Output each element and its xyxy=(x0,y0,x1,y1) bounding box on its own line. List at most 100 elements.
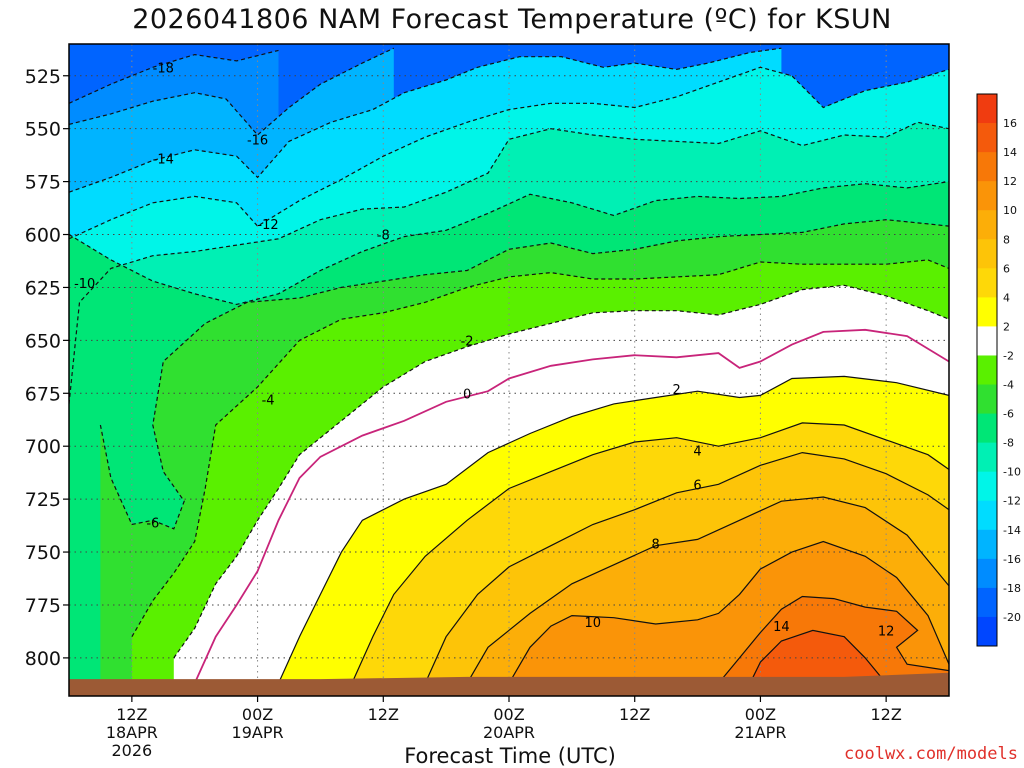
colorbar-swatch xyxy=(977,355,997,385)
colorbar-label: 4 xyxy=(1003,291,1010,304)
isotherm-2 xyxy=(277,375,949,684)
y-tick-label: 600 xyxy=(25,225,61,247)
isotherm-label--10: -10 xyxy=(74,277,95,292)
colorbar-swatch xyxy=(977,500,997,531)
x-tick-label: 00Z xyxy=(242,705,273,724)
colorbar-label: -18 xyxy=(1003,582,1021,595)
ground-layer xyxy=(69,672,949,696)
x-tick-label: 00Z xyxy=(493,705,524,724)
grid-layer xyxy=(69,44,949,696)
colorbar-swatch xyxy=(977,558,997,589)
isotherm-label--12: -12 xyxy=(257,218,278,233)
temperature-fill-layer xyxy=(69,44,949,696)
colorbar-label: 10 xyxy=(1003,204,1017,217)
y-tick-label: 775 xyxy=(25,595,61,617)
colorbar-label: -8 xyxy=(1003,437,1014,450)
colorbar-label: 2 xyxy=(1003,320,1010,333)
colorbar-label: -14 xyxy=(1003,524,1021,537)
isotherm-10 xyxy=(508,540,949,684)
colorbar-swatch xyxy=(977,616,997,647)
colorbar-label: 6 xyxy=(1003,262,1010,275)
isotherm-layer xyxy=(69,47,949,684)
colorbar-swatch xyxy=(977,413,997,444)
isotherm--16 xyxy=(69,47,395,136)
isotherm-label--14: -14 xyxy=(153,152,174,167)
isotherm-label--8: -8 xyxy=(377,229,390,244)
colorbar-swatch xyxy=(977,123,997,153)
colorbar-label: -12 xyxy=(1003,495,1021,508)
isotherm--8 xyxy=(69,181,949,306)
colorbar-swatch xyxy=(977,210,997,240)
y-tick-label: 525 xyxy=(25,66,61,88)
colorbar-swatch xyxy=(977,471,997,502)
colorbar-swatch xyxy=(977,384,997,414)
isotherm-label-0: 0 xyxy=(463,387,471,402)
isotherm-label-14: 14 xyxy=(773,620,790,635)
x-tick-label: 12Z xyxy=(619,705,650,724)
colorbar-swatch xyxy=(977,268,997,298)
y-tick-label: 550 xyxy=(25,119,61,141)
isotherm-label-12: 12 xyxy=(878,624,895,639)
isotherm--6 xyxy=(99,219,949,530)
colorbar-swatch xyxy=(977,326,997,356)
x-tick-label: 00Z xyxy=(745,705,776,724)
isotherm-4 xyxy=(351,422,949,684)
x-tick-label: 18APR xyxy=(106,723,158,742)
isotherm-14 xyxy=(749,629,887,684)
colorbar: 16 14 12 10 8 6 4 2 -2 -4 -6 -8 -10 -12 -14 -16 -18 -20 xyxy=(976,93,1021,647)
y-tick-label: 675 xyxy=(25,383,61,405)
colorbar-label: 8 xyxy=(1003,233,1010,246)
x-tick-label: 12Z xyxy=(368,705,399,724)
ground-surface xyxy=(69,672,949,696)
colorbar-swatch xyxy=(977,529,997,560)
x-tick-label: 20APR xyxy=(483,723,535,742)
y-tick-label: 575 xyxy=(25,172,61,194)
isotherm-6 xyxy=(424,451,949,684)
colorbar-label: -16 xyxy=(1003,553,1021,566)
isotherm-label-layer: -18 -16 -14 -12 -10 -8 -6 -4 -2 0 2 4 6 8 10 12 14 xyxy=(74,61,894,639)
colorbar-swatch xyxy=(977,152,997,182)
colorbar-swatch xyxy=(977,587,997,618)
colorbar-swatch xyxy=(977,297,997,327)
isotherm--10 xyxy=(69,121,949,404)
isotherm--12 xyxy=(69,66,949,240)
colorbar-label: 12 xyxy=(1003,175,1017,188)
isotherm--18 xyxy=(69,49,279,104)
colorbar-label: -6 xyxy=(1003,408,1014,421)
y-tick-label: 625 xyxy=(25,277,61,299)
isotherm-label-6: 6 xyxy=(693,478,701,493)
colorbar-swatch xyxy=(977,239,997,269)
isotherm-label--6: -6 xyxy=(146,516,159,531)
isotherm--4 xyxy=(131,259,949,638)
isotherm-label-8: 8 xyxy=(652,538,660,553)
isotherm-label--2: -2 xyxy=(461,334,474,349)
isotherm--2 xyxy=(173,284,949,659)
colorbar-label: -2 xyxy=(1003,349,1014,362)
x-tick-label: 19APR xyxy=(232,723,284,742)
isotherm-label-10: 10 xyxy=(585,616,602,631)
x-axis-label: Forecast Time (UTC) xyxy=(404,744,616,768)
isotherm-0 xyxy=(193,328,949,684)
x-tick-label: 12Z xyxy=(116,705,147,724)
isotherm--14 xyxy=(69,47,782,193)
isotherm-label--16: -16 xyxy=(247,133,268,148)
y-tick-label: 750 xyxy=(25,542,61,564)
isotherm-label-2: 2 xyxy=(672,383,680,398)
y-tick-label: 725 xyxy=(25,489,61,511)
x-tick-label: 21APR xyxy=(734,723,786,742)
isotherm-12 xyxy=(718,595,949,684)
y-tick-label: 800 xyxy=(25,648,61,670)
y-tick-label: 650 xyxy=(25,330,61,352)
colorbar-swatch xyxy=(977,442,997,473)
colorbar-swatch xyxy=(977,181,997,211)
colorbar-label: -4 xyxy=(1003,379,1014,392)
colorbar-label: -10 xyxy=(1003,466,1021,479)
x-tick-label: 2026 xyxy=(111,741,152,760)
y-axis: 525 550 575 600 625 650 675 700 725 750 775 800 xyxy=(25,66,69,670)
credit-link[interactable]: coolwx.com/models xyxy=(844,744,1018,764)
isotherm-8 xyxy=(466,496,949,684)
isotherm-label--18: -18 xyxy=(153,61,174,76)
